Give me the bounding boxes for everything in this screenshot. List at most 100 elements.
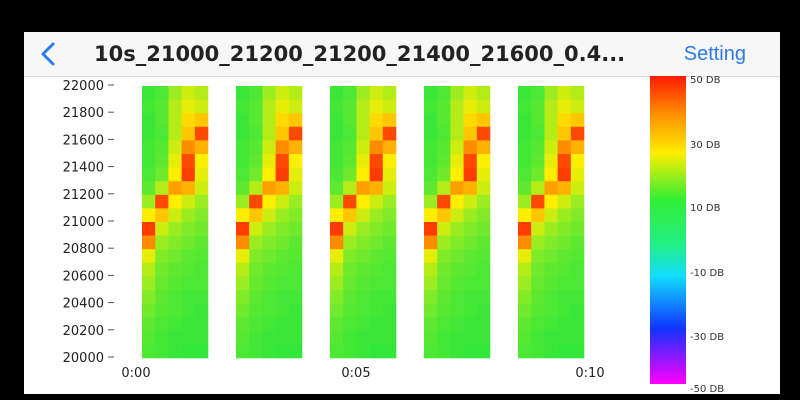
heatmap-cell <box>531 235 545 250</box>
heatmap-cell <box>155 167 169 182</box>
heatmap-cell <box>249 208 263 223</box>
heatmap-cell <box>369 330 384 345</box>
heatmap-cell <box>531 276 545 291</box>
heatmap-cell <box>168 249 182 264</box>
heatmap-cell <box>262 167 276 182</box>
heatmap-cell <box>343 262 357 277</box>
heatmap-cell <box>450 303 464 318</box>
heatmap-cell <box>518 99 532 114</box>
heatmap-cell <box>262 86 276 100</box>
heatmap-cell <box>369 181 384 196</box>
heatmap-cell <box>181 222 196 236</box>
heatmap-cell <box>262 317 276 332</box>
heatmap-cell <box>249 249 263 264</box>
heatmap-cell <box>262 303 276 318</box>
back-button[interactable] <box>34 38 64 70</box>
heatmap-cell <box>236 235 250 250</box>
heatmap-cell <box>236 86 250 100</box>
heatmap-cell <box>168 154 182 168</box>
heatmap-cell <box>181 126 196 141</box>
heatmap-cell <box>142 99 156 114</box>
heatmap-cell <box>382 330 397 345</box>
heatmap-cell <box>463 167 478 182</box>
heatmap-cell <box>570 113 585 128</box>
heatmap-cell <box>463 317 478 332</box>
setting-button[interactable]: Setting <box>683 43 746 65</box>
heatmap-cell <box>262 249 276 264</box>
heatmap-cell <box>262 222 276 236</box>
heatmap-cell <box>476 99 491 114</box>
heatmap-cell <box>437 181 451 196</box>
heatmap-cell <box>424 113 438 128</box>
heatmap-cell <box>194 330 209 345</box>
heatmap-cell <box>518 290 532 304</box>
heatmap-cell <box>356 330 370 345</box>
heatmap-cell <box>570 330 585 345</box>
heatmap-cell <box>544 208 558 223</box>
heatmap-cell <box>531 249 545 264</box>
heatmap-cell <box>531 344 545 359</box>
heatmap-cell <box>249 317 263 332</box>
heatmap-cell <box>570 303 585 318</box>
heatmap-cell <box>236 126 250 141</box>
heatmap-cell <box>249 262 263 277</box>
heatmap-cell <box>236 140 250 155</box>
heatmap-cell <box>557 181 572 196</box>
heatmap-cell <box>330 330 344 345</box>
heatmap-cell <box>181 290 196 304</box>
heatmap-cell <box>544 235 558 250</box>
heatmap-cell <box>194 235 209 250</box>
heatmap-cell <box>262 290 276 304</box>
heatmap-cell <box>476 222 491 236</box>
heatmap-cell <box>330 140 344 155</box>
heatmap-cell <box>142 249 156 264</box>
heatmap-cell <box>570 276 585 291</box>
heatmap-cell <box>155 317 169 332</box>
heatmap-cell <box>262 194 276 209</box>
heatmap-cell <box>463 235 478 250</box>
heatmap-cell <box>356 113 370 128</box>
heatmap-cell <box>330 249 344 264</box>
heatmap-cell <box>181 262 196 277</box>
heatmap-cell <box>424 303 438 318</box>
heatmap-cell <box>168 86 182 100</box>
heatmap-cell <box>155 99 169 114</box>
heatmap-cell <box>476 235 491 250</box>
heatmap-cell <box>142 222 156 236</box>
heatmap-cell <box>236 222 250 236</box>
heatmap-cell <box>476 262 491 277</box>
heatmap-cell <box>570 194 585 209</box>
heatmap-cell <box>544 344 558 359</box>
heatmap-cell <box>275 317 290 332</box>
heatmap-cell <box>236 208 250 223</box>
heatmap-cell <box>450 330 464 345</box>
heatmap-cell <box>288 208 303 223</box>
heatmap-cell <box>570 126 585 141</box>
heatmap-cell <box>544 181 558 196</box>
heatmap-cell <box>194 126 209 141</box>
heatmap-cell <box>330 276 344 291</box>
heatmap-cell <box>369 140 384 155</box>
heatmap-cell <box>168 276 182 291</box>
colorbar-labels: 50 DB 30 DB 10 DB -10 DB -30 DB -50 DB <box>690 76 724 394</box>
heatmap-cell <box>518 317 532 332</box>
heatmap-cell <box>570 167 585 182</box>
heatmap-cell <box>356 235 370 250</box>
heatmap-cell <box>288 235 303 250</box>
heatmap-cell <box>424 86 438 100</box>
heatmap-cell <box>181 249 196 264</box>
heatmap-cell <box>288 330 303 345</box>
heatmap-cell <box>194 86 209 100</box>
heatmap-cell <box>181 113 196 128</box>
heatmap-cell <box>476 249 491 264</box>
heatmap-cell <box>570 154 585 168</box>
heatmap-cell <box>288 113 303 128</box>
heatmap-cell <box>518 276 532 291</box>
heatmap-cell <box>249 181 263 196</box>
heatmap-cell <box>168 113 182 128</box>
heatmap-cell <box>518 181 532 196</box>
heatmap-cell <box>570 317 585 332</box>
heatmap-cell <box>343 154 357 168</box>
heatmap-cell <box>531 140 545 155</box>
heatmap-cell <box>356 262 370 277</box>
